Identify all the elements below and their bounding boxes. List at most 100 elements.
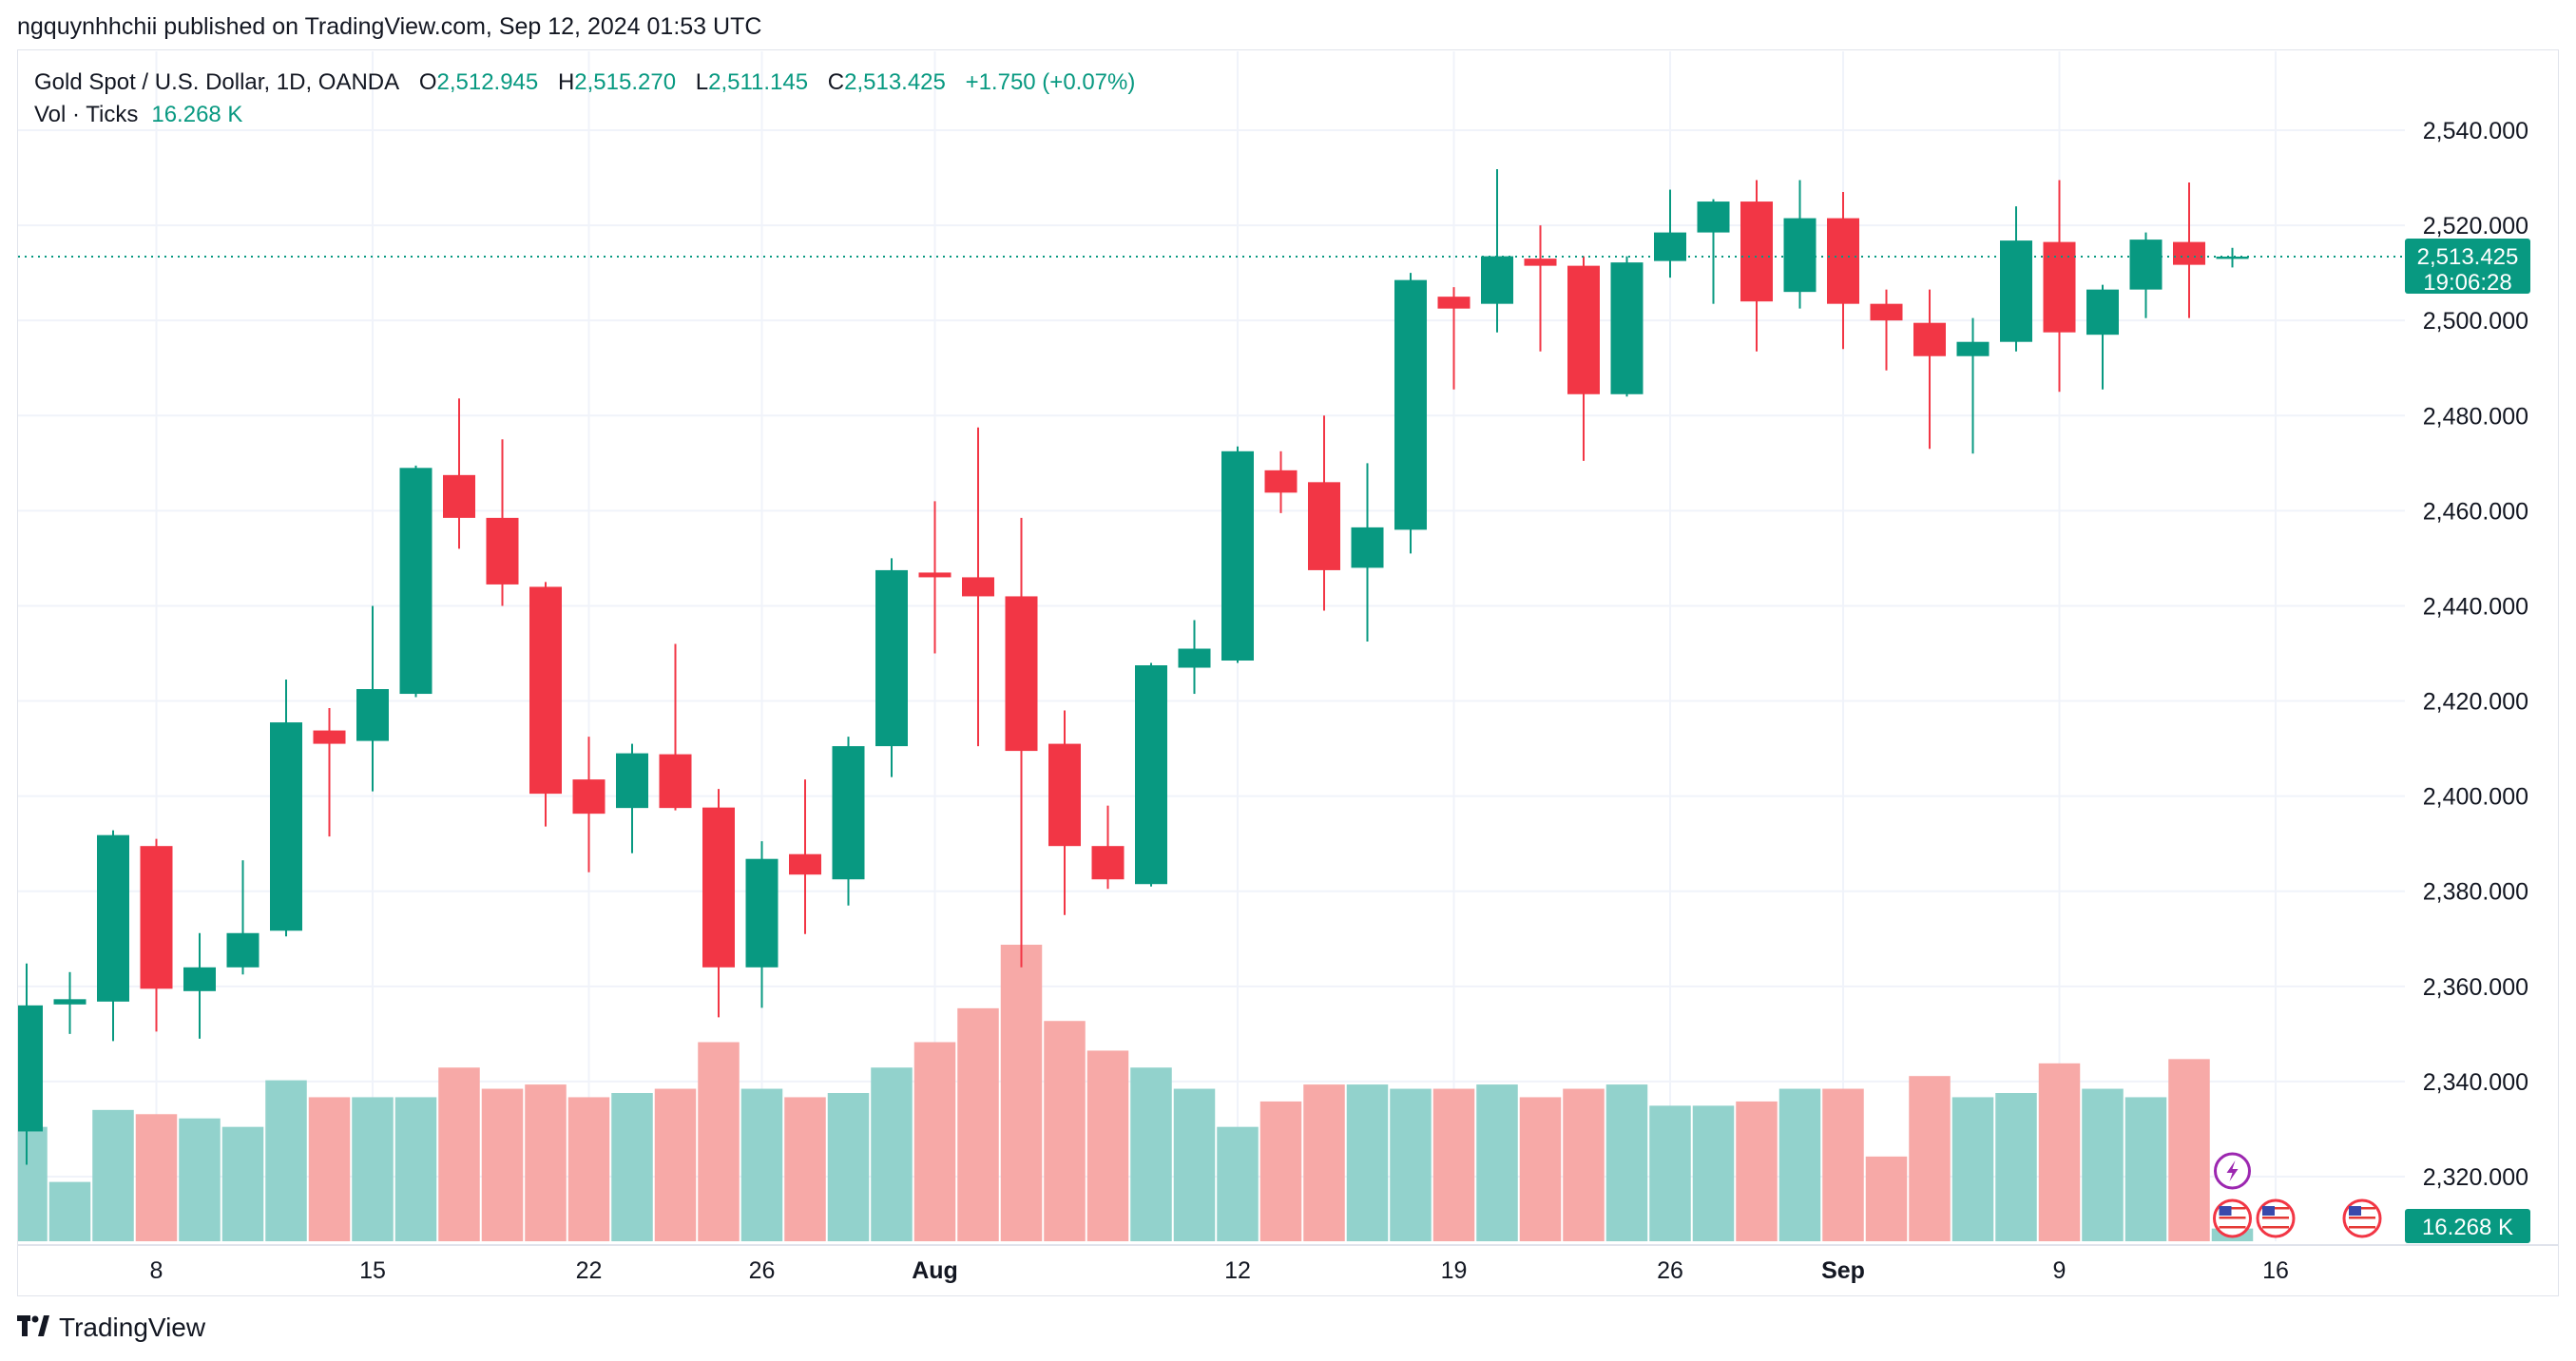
candle-body[interactable] (486, 517, 519, 585)
volume-bar (1519, 1097, 1562, 1241)
candle-body[interactable] (2086, 289, 2119, 335)
legend-low-label: L (695, 69, 709, 95)
chart-legend: Gold Spot / U.S. Dollar, 1D, OANDA O2,51… (34, 67, 1135, 131)
volume-bar (567, 1097, 610, 1241)
candle-body[interactable] (832, 746, 865, 880)
volume-bar (1909, 1076, 1951, 1241)
candle-body[interactable] (572, 779, 606, 815)
candle-body[interactable] (1264, 470, 1298, 493)
flag-stripe (2219, 1207, 2246, 1210)
candle-body[interactable] (270, 722, 302, 931)
x-tick-label: Sep (1821, 1257, 1865, 1284)
legend-close-value: 2,513.425 (844, 69, 946, 95)
flag-stripe (2349, 1207, 2375, 1210)
volume-bar (2082, 1088, 2124, 1241)
volume-bar (265, 1080, 307, 1241)
volume-bar (654, 1088, 697, 1241)
candle-body[interactable] (2129, 240, 2163, 290)
volume-bar (784, 1097, 826, 1241)
candle-body[interactable] (1827, 218, 1859, 304)
candle-body[interactable] (1956, 341, 1990, 356)
x-tick-label: 26 (1657, 1257, 1683, 1284)
volume-bar (1259, 1101, 1302, 1241)
candle-body[interactable] (313, 730, 346, 744)
candle-body[interactable] (399, 468, 433, 695)
candle-body[interactable] (1783, 218, 1817, 293)
volume-bar (2168, 1059, 2210, 1241)
volume-bar (481, 1088, 524, 1241)
tradingview-logo-icon (17, 1312, 49, 1344)
volume-badge (2405, 1209, 2530, 1243)
candle-body[interactable] (2173, 241, 2205, 265)
volume-bar (740, 1088, 783, 1241)
candle-body[interactable] (659, 754, 692, 809)
legend-close-label: C (827, 69, 845, 95)
candle-body[interactable] (1740, 201, 1773, 302)
y-tick-label: 2,520.000 (2423, 213, 2528, 240)
candle-body[interactable] (1308, 482, 1340, 570)
volume-bar (394, 1097, 437, 1241)
candle-body[interactable] (443, 474, 475, 518)
y-tick-label: 2,540.000 (2423, 118, 2528, 144)
x-tick-label: 8 (150, 1257, 163, 1284)
volume-bar (1303, 1084, 1345, 1241)
candle-body[interactable] (875, 569, 908, 747)
candle-body[interactable] (962, 577, 994, 597)
legend-high-label: H (557, 69, 575, 95)
candle-body[interactable] (745, 858, 779, 968)
candle-body[interactable] (918, 572, 952, 578)
flag-stripe (2219, 1217, 2246, 1219)
candle-body[interactable] (1091, 846, 1125, 880)
volume-axis-label: 16.268 K (2422, 1215, 2513, 1240)
candle-body[interactable] (1437, 297, 1471, 309)
candle-body[interactable] (616, 753, 648, 809)
candle-body[interactable] (2043, 241, 2076, 333)
candle-body[interactable] (702, 807, 735, 968)
tradingview-logo[interactable]: TradingView (17, 1312, 205, 1344)
last-price-badge (2405, 238, 2530, 294)
candle-body[interactable] (97, 834, 129, 1002)
tradingview-brand-text: TradingView (59, 1313, 206, 1342)
volume-bar (1995, 1093, 2037, 1241)
candle-body[interactable] (53, 999, 87, 1005)
legend-volume-label[interactable]: Vol · Ticks (34, 102, 139, 127)
candle-body[interactable] (1351, 527, 1384, 568)
candle-body[interactable] (1135, 665, 1167, 885)
volume-bar (1649, 1105, 1691, 1241)
volume-bar (1692, 1105, 1735, 1241)
candle-body[interactable] (1610, 262, 1644, 394)
candle-body[interactable] (789, 853, 821, 875)
volume-bar (1086, 1050, 1129, 1241)
x-tick-label: 9 (2053, 1257, 2067, 1284)
candle-body[interactable] (226, 932, 260, 968)
volume-bar (352, 1097, 394, 1241)
candle-body[interactable] (1394, 279, 1427, 530)
x-tick-label: 26 (749, 1257, 776, 1284)
candle-body[interactable] (356, 689, 389, 741)
candle-body[interactable] (2216, 256, 2249, 259)
y-tick-label: 2,440.000 (2423, 593, 2528, 620)
candle-body[interactable] (1567, 265, 1600, 394)
volume-bar (1346, 1084, 1389, 1241)
candle-body[interactable] (1697, 201, 1730, 233)
x-tick-label: 15 (359, 1257, 386, 1284)
candle-body[interactable] (1870, 303, 1903, 321)
candle-body[interactable] (1221, 450, 1254, 661)
candle-body[interactable] (1005, 596, 1038, 752)
y-tick-label: 2,380.000 (2423, 879, 2528, 906)
legend-symbol[interactable]: Gold Spot / U.S. Dollar, 1D, OANDA (34, 69, 400, 95)
candle-body[interactable] (529, 586, 562, 795)
x-tick-label: 12 (1224, 1257, 1251, 1284)
candle-body[interactable] (183, 967, 216, 991)
candle-body[interactable] (1481, 256, 1513, 304)
candle-body[interactable] (18, 1005, 43, 1132)
candle-body[interactable] (1178, 648, 1211, 668)
candle-body[interactable] (1524, 259, 1557, 266)
candle-body[interactable] (1048, 743, 1081, 847)
volume-bar (2038, 1063, 2081, 1241)
candle-body[interactable] (1913, 322, 1946, 356)
candle-body[interactable] (140, 846, 173, 989)
volume-bar (179, 1118, 221, 1241)
volume-bar (871, 1067, 913, 1241)
